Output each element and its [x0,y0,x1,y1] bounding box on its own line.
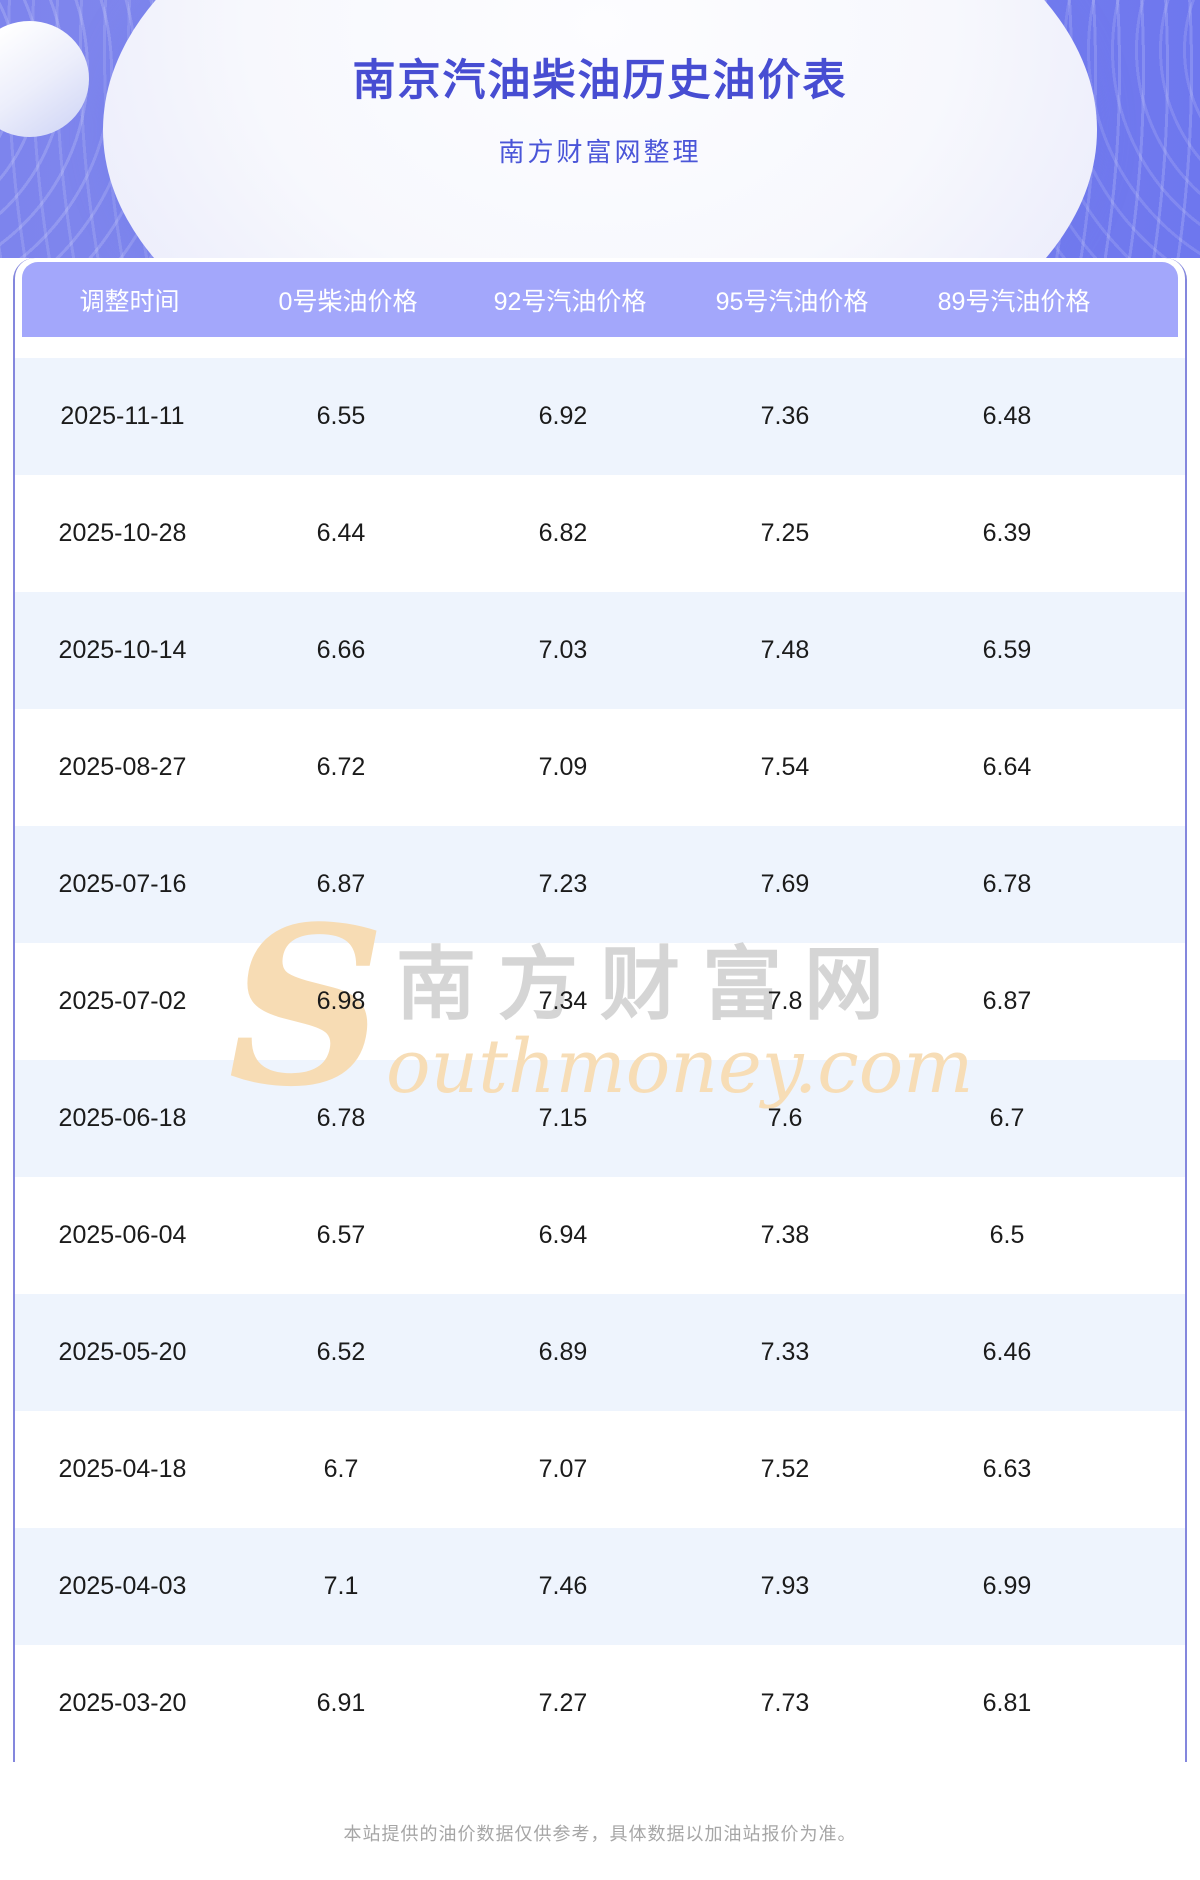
cell-price: 6.52 [316,1338,366,1366]
cell-date: 2025-03-20 [58,1689,187,1717]
cell-price: 7.27 [538,1689,588,1717]
cell-date: 2025-08-27 [58,753,187,781]
cell-price: 6.72 [316,753,366,781]
cell-price: 7.09 [538,753,588,781]
cell-price: 6.46 [982,1338,1032,1366]
table-row: 2025-10-14 6.66 7.03 7.48 6.59 [15,592,1185,709]
cell-price: 7.1 [323,1572,359,1600]
column-header: 92号汽油价格 [493,287,647,316]
table-row: 2025-07-02 6.98 7.34 7.8 6.87 [15,943,1185,1060]
page-subtitle: 南方财富网整理 [498,137,702,167]
cell-price: 7.8 [767,987,803,1015]
table-row: 2025-11-11 6.55 6.92 7.36 6.48 [15,358,1185,475]
cell-price: 7.38 [760,1221,810,1249]
table-card: 调整时间 0号柴油价格 92号汽油价格 95号汽油价格 89号汽油价格 2025-11-… [15,258,1185,1762]
footer-disclaimer: 本站提供的油价数据仅供参考，具体数据以加油站报价为准。 [343,1824,857,1844]
table-row: 2025-10-28 6.44 6.82 7.25 6.39 [15,475,1185,592]
cell-price: 6.99 [982,1572,1032,1600]
table-row: 2025-04-03 7.1 7.46 7.93 6.99 [15,1528,1185,1645]
column-header: 0号柴油价格 [278,287,418,316]
cell-price: 6.55 [316,402,366,430]
cell-price: 6.94 [538,1221,588,1249]
cell-price: 6.87 [982,987,1032,1015]
table-row: 2025-05-20 6.52 6.89 7.33 6.46 [15,1294,1185,1411]
cell-date: 2025-10-28 [58,519,187,547]
cell-date: 2025-07-16 [58,870,187,898]
cell-date: 2025-04-03 [58,1572,187,1600]
banner-ellipse-decoration [103,0,1097,258]
cell-date: 2025-07-02 [58,987,187,1015]
cell-date: 2025-11-11 [60,402,185,430]
cell-price: 6.89 [538,1338,588,1366]
table-body: 2025-11-11 6.55 6.92 7.36 6.48 2025-10-28 6.44… [15,358,1185,1762]
cell-price: 6.98 [316,987,366,1015]
column-header: 89号汽油价格 [937,287,1091,316]
table-row: 2025-04-18 6.7 7.07 7.52 6.63 [15,1411,1185,1528]
cell-price: 6.57 [316,1221,366,1249]
cell-price: 7.52 [760,1455,810,1483]
cell-price: 6.87 [316,870,366,898]
cell-price: 7.54 [760,753,810,781]
cell-price: 6.64 [982,753,1032,781]
cell-price: 7.34 [538,987,588,1015]
cell-price: 7.93 [760,1572,810,1600]
column-header: 调整时间 [79,287,180,316]
cell-price: 7.25 [760,519,810,547]
cell-price: 6.5 [989,1221,1025,1249]
column-header: 95号汽油价格 [715,287,869,316]
cell-price: 6.63 [982,1455,1032,1483]
cell-price: 6.92 [538,402,588,430]
table-row: 2025-03-20 6.91 7.27 7.73 6.81 [15,1645,1185,1762]
header-banner: 南京汽油柴油历史油价表 南方财富网整理 [0,0,1200,258]
cell-price: 7.03 [538,636,588,664]
cell-price: 6.78 [982,870,1032,898]
cell-price: 6.48 [982,402,1032,430]
cell-date: 2025-06-18 [58,1104,187,1132]
cell-date: 2025-06-04 [58,1221,187,1249]
cell-date: 2025-04-18 [58,1455,187,1483]
cell-price: 6.59 [982,636,1032,664]
cell-price: 7.36 [760,402,810,430]
cell-price: 6.39 [982,519,1032,547]
cell-price: 6.7 [323,1455,359,1483]
cell-price: 7.6 [767,1104,803,1132]
cell-price: 7.15 [538,1104,588,1132]
table-header-row: 调整时间 0号柴油价格 92号汽油价格 95号汽油价格 89号汽油价格 [22,262,1178,337]
cell-price: 7.73 [760,1689,810,1717]
cell-date: 2025-05-20 [58,1338,187,1366]
cell-price: 6.44 [316,519,366,547]
table-row: 2025-06-18 6.78 7.15 7.6 6.7 [15,1060,1185,1177]
cell-price: 6.78 [316,1104,366,1132]
cell-price: 6.82 [538,519,588,547]
cell-price: 6.7 [989,1104,1025,1132]
cell-price: 7.23 [538,870,588,898]
cell-date: 2025-10-14 [58,636,187,664]
table-row: 2025-07-16 6.87 7.23 7.69 6.78 [15,826,1185,943]
table-row: 2025-08-27 6.72 7.09 7.54 6.64 [15,709,1185,826]
cell-price: 6.66 [316,636,366,664]
cell-price: 7.33 [760,1338,810,1366]
table-header-bar: 调整时间 0号柴油价格 92号汽油价格 95号汽油价格 89号汽油价格 2025-11-… [13,258,1187,1762]
cell-price: 6.91 [316,1689,366,1717]
cell-price: 7.48 [760,636,810,664]
cell-price: 7.69 [760,870,810,898]
cell-price: 7.07 [538,1455,588,1483]
cell-price: 6.81 [982,1689,1032,1717]
table-row: 2025-06-04 6.57 6.94 7.38 6.5 [15,1177,1185,1294]
page-title: 南京汽油柴油历史油价表 [352,57,848,105]
cell-price: 7.46 [538,1572,588,1600]
